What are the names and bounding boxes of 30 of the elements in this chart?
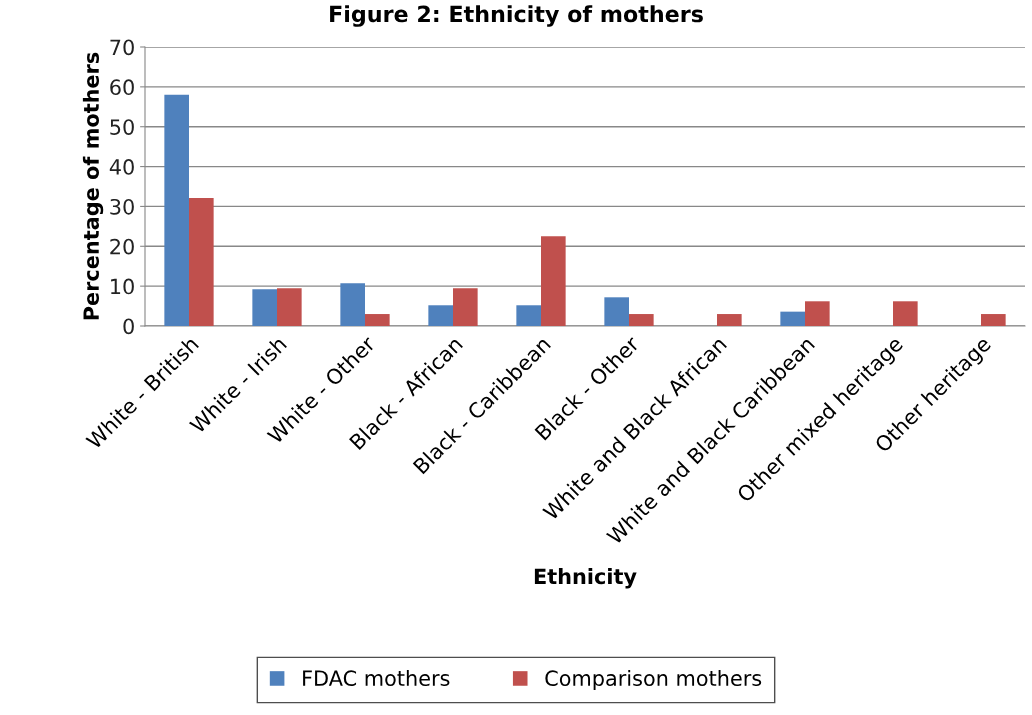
bar	[604, 297, 629, 326]
y-tick-label: 60	[110, 79, 134, 96]
bar	[252, 289, 277, 326]
bar	[541, 236, 566, 326]
chart-title: Figure 2: Ethnicity of mothers	[330, 5, 703, 27]
bar	[365, 314, 390, 326]
bar	[164, 94, 189, 326]
bar	[189, 198, 214, 326]
bar	[805, 301, 830, 326]
y-tick-label: 70	[110, 39, 134, 56]
y-axis-title: Percentage of mothers	[82, 52, 104, 320]
y-tick-label: 30	[110, 198, 134, 215]
bar	[516, 305, 541, 326]
y-tick-label: 40	[109, 159, 134, 175]
bar	[428, 305, 453, 326]
bar	[717, 314, 742, 326]
bar	[780, 311, 805, 326]
bar	[981, 314, 1006, 326]
bar	[893, 301, 918, 326]
y-tick-label: 50	[110, 119, 134, 135]
y-tick-label: 10	[111, 278, 134, 295]
legend-label: FDAC mothers	[303, 669, 450, 687]
y-tick-label: 0	[123, 318, 134, 335]
bar	[453, 288, 478, 326]
x-axis-title: Ethnicity	[534, 568, 637, 589]
legend-label: Comparison mothers	[545, 669, 762, 691]
y-tick-label: 20	[110, 238, 134, 255]
bar	[340, 283, 365, 326]
bar	[629, 314, 654, 326]
bar	[277, 288, 302, 326]
